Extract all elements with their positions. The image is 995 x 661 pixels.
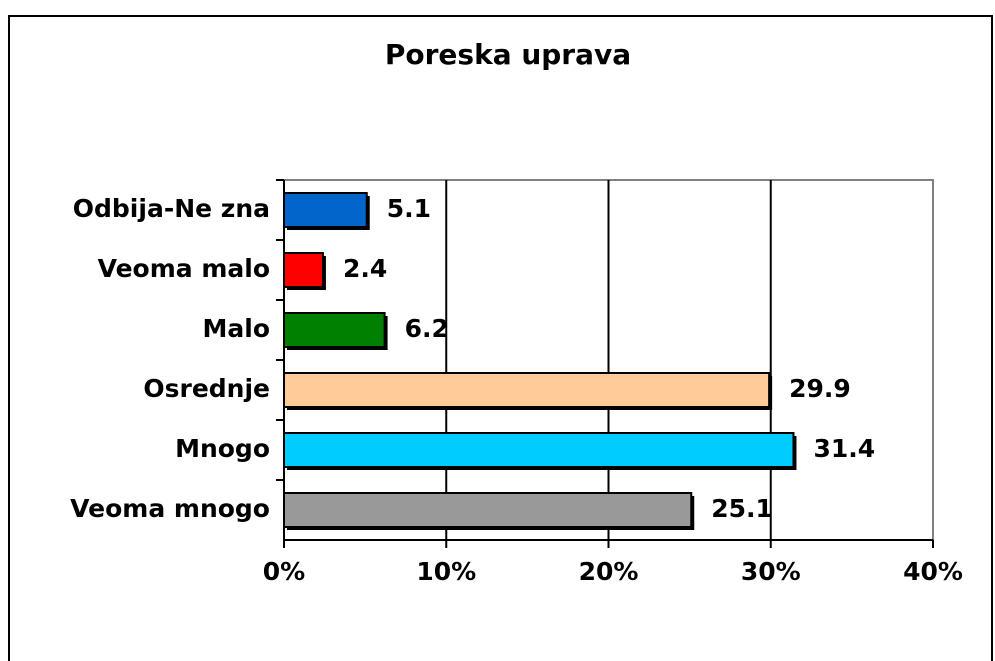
data-label: 29.9 <box>789 374 851 403</box>
frame <box>8 15 993 661</box>
x-tick-label: 30% <box>741 557 801 586</box>
y-tick-label: Odbija-Ne zna <box>73 194 270 223</box>
data-label: 25.1 <box>711 494 773 523</box>
data-label: 2.4 <box>343 254 387 283</box>
bar <box>283 372 771 408</box>
data-label: 6.2 <box>405 314 449 343</box>
y-tick-label: Osrednje <box>143 374 270 403</box>
bar <box>283 192 368 228</box>
y-tick-label: Mnogo <box>175 434 270 463</box>
bar <box>283 492 693 528</box>
y-tick-label: Veoma mnogo <box>70 494 270 523</box>
x-tick-label: 10% <box>416 557 476 586</box>
bar <box>283 312 386 348</box>
y-tick-label: Veoma malo <box>98 254 270 283</box>
x-tick-label: 40% <box>903 557 963 586</box>
bar <box>283 252 324 288</box>
y-tick-label: Malo <box>203 314 271 343</box>
x-tick-label: 20% <box>579 557 639 586</box>
data-label: 5.1 <box>387 194 431 223</box>
chart-title: Poreska uprava <box>385 38 631 71</box>
bar <box>283 432 795 468</box>
x-tick-label: 0% <box>263 557 305 586</box>
data-label: 31.4 <box>813 434 875 463</box>
